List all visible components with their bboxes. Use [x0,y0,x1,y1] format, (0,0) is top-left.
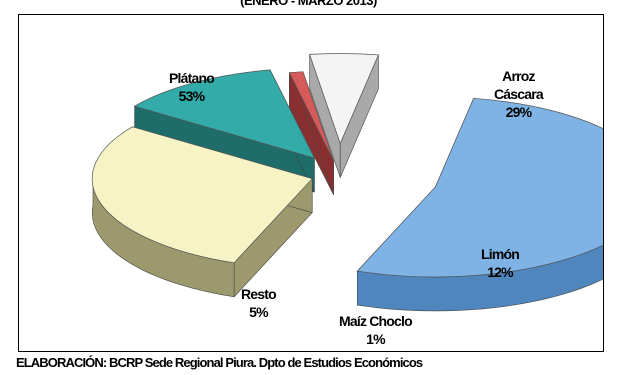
label-resto-value: 5% [249,304,268,320]
label-resto-name: Resto [241,286,277,302]
label-limon-value: 12% [487,264,513,280]
pie-slice-arroz-c-scara [91,126,313,298]
label-arroz: Arroz Cáscara 29% [494,67,544,121]
label-limon-name: Limón [481,246,520,262]
label-platano: Plátano 53% [169,69,215,105]
label-platano-name: Plátano [169,70,215,86]
pie-slice-resto [309,53,379,178]
label-maiz-name: Maíz Choclo [339,313,413,329]
pie-slice-ma-z-choclo [288,71,334,195]
pie-slice-pl-tano [356,97,603,312]
label-arroz-name-1: Arroz [502,68,535,84]
pie-chart [91,53,603,312]
chart-source-note: ELABORACIÓN: BCRP Sede Regional Piura. D… [16,355,423,370]
label-limon: Limón 12% [481,245,520,281]
label-platano-value: 53% [178,88,205,104]
label-resto: Resto 5% [241,285,277,321]
label-arroz-name-2: Cáscara [494,86,544,102]
label-arroz-value: 29% [505,104,532,120]
chart-area: Plátano 53% Arroz Cáscara 29% Limón 12% … [18,14,604,352]
label-maiz-value: 1% [366,331,385,347]
label-maiz: Maíz Choclo 1% [339,312,413,348]
chart-title: (ENERO - MARZO 2013) [240,0,377,8]
